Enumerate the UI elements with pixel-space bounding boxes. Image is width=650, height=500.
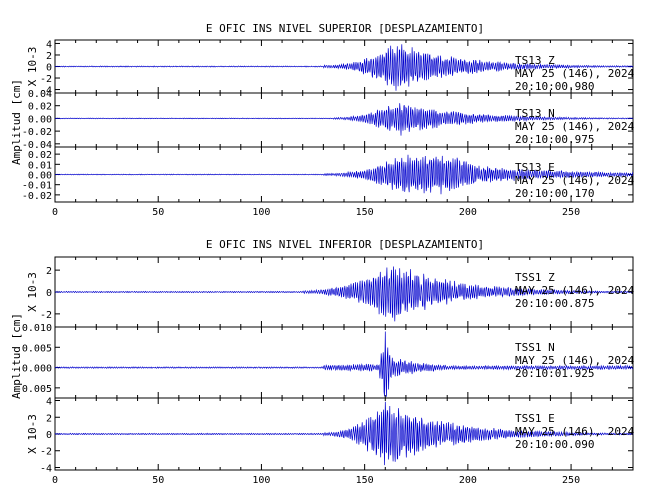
y-tick-label: 0.00 [28,171,52,182]
lower-panel-title: E OFIC INS NIVEL INFERIOR [DESPLAZAMIENT… [206,238,484,251]
x-tick-label: 100 [252,475,270,486]
x-tick-label: 250 [562,207,580,218]
date-label: MAY 25 (146), 2024 [515,284,635,297]
x-tick-label: 200 [459,207,477,218]
time-label: 20:10:00.090 [515,438,594,451]
y-tick-label: -0.01 [22,181,52,192]
y-tick-label: -4 [40,86,52,97]
station-label: TSS1 N [515,341,555,354]
date-label: MAY 25 (146), 2024 [515,120,635,133]
y-tick-label: -2 [40,310,52,321]
y-tick-label: 0 [46,63,52,74]
y-tick-label: 0 [46,288,52,299]
date-label: MAY 25 (146), 2024 [515,67,635,80]
scale-label: X 10-3 [26,414,39,454]
y-tick-label: 2 [46,413,52,424]
waveform-line [55,44,634,91]
y-tick-label: 0.01 [28,160,52,171]
y-tick-label: -4 [40,463,52,474]
waveform-line [54,331,634,397]
y-tick-label: 0.02 [28,102,52,113]
y-tick-label: 0.005 [22,343,52,354]
y-tick-label: 2 [46,266,52,277]
station-label: TS13 E [515,161,555,174]
time-label: 20:10:01.925 [515,367,594,380]
date-label: MAY 25 (146), 2024 [515,425,635,438]
y-tick-label: -0.005 [16,384,52,395]
date-label: MAY 25 (146), 2024 [515,354,635,367]
time-label: 20:10:00.875 [515,297,594,310]
station-label: TS13 N [515,107,555,120]
time-label: 20:10:00.980 [515,80,594,93]
scale-label: X 10-3 [26,47,39,87]
station-label: TSS1 Z [515,271,555,284]
y-tick-label: 0.00 [28,114,52,125]
date-label: MAY 25 (146), 2024 [515,174,635,187]
y-tick-label: -0.04 [22,140,52,151]
x-tick-label: 100 [252,207,270,218]
waveform-line [54,103,634,136]
scale-label: X 10-3 [26,272,39,312]
station-label: TS13 Z [515,54,555,67]
y-tick-label: -0.02 [22,127,52,138]
waveform-line [55,154,634,195]
waveform-line [55,401,634,466]
upper-level-panel: E OFIC INS NIVEL SUPERIOR [DESPLAZAMIENT… [10,22,635,218]
lower-panel-ylabel: Amplitud [cm] [10,313,23,399]
y-tick-label: 0 [46,430,52,441]
y-tick-label: 4 [46,39,52,50]
y-tick-label: -2 [40,447,52,458]
waveform-line [54,266,634,322]
x-tick-label: 200 [459,475,477,486]
time-label: 20:10:00.170 [515,187,594,200]
x-tick-label: 0 [52,475,58,486]
y-tick-label: -0.02 [22,191,52,202]
station-label: TSS1 E [515,412,555,425]
y-tick-label: 4 [46,397,52,408]
time-label: 20:10:00.975 [515,133,594,146]
y-tick-label: 0.010 [22,323,52,334]
x-tick-label: 150 [356,475,374,486]
y-tick-label: 0.04 [28,89,52,100]
x-tick-label: 0 [52,207,58,218]
upper-panel-title: E OFIC INS NIVEL SUPERIOR [DESPLAZAMIENT… [206,22,484,35]
x-tick-label: 50 [152,207,164,218]
x-tick-label: 150 [356,207,374,218]
y-tick-label: -2 [40,74,52,85]
x-tick-label: 250 [562,475,580,486]
y-tick-label: 0.02 [28,150,52,161]
y-tick-label: 2 [46,51,52,62]
x-tick-label: 50 [152,475,164,486]
lower-level-panel: E OFIC INS NIVEL INFERIOR [DESPLAZAMIENT… [10,238,635,486]
upper-panel-ylabel: Amplitud [cm] [10,79,23,165]
y-tick-label: 0.000 [22,364,52,375]
